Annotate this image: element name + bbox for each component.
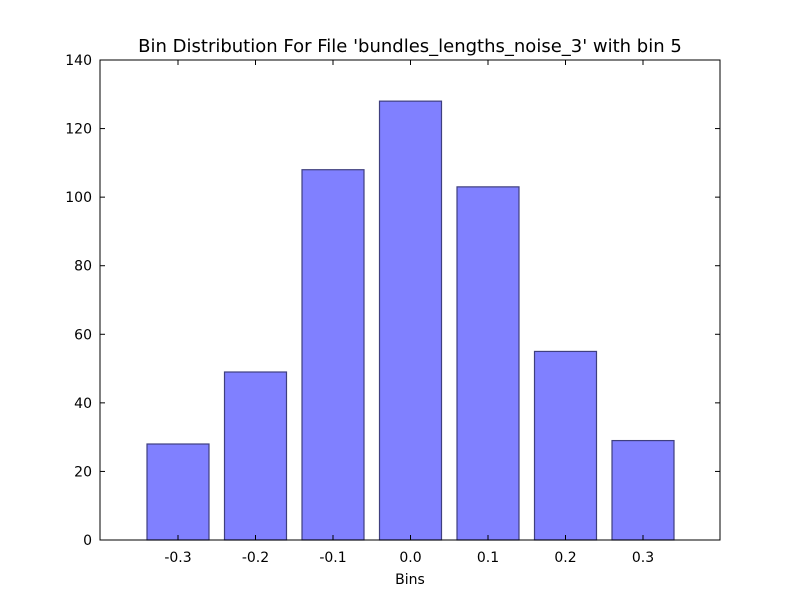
x-tick-label: 0.1 — [477, 550, 499, 566]
chart-title: Bin Distribution For File 'bundles_lengt… — [138, 36, 682, 57]
bar-0.0 — [378, 100, 443, 541]
bar-0.2 — [533, 350, 598, 541]
x-axis-label: Bins — [395, 572, 425, 588]
bar-0.3 — [611, 439, 675, 541]
x-tick-label: -0.2 — [242, 550, 269, 566]
y-tick-label: 20 — [74, 464, 92, 480]
y-tick-label: 60 — [74, 327, 92, 343]
bar--0.1 — [301, 169, 365, 541]
x-axis: -0.3 -0.2 -0.1 0.0 0.1 0.2 0.3 — [164, 60, 654, 566]
y-tick-label: 140 — [65, 53, 92, 69]
y-axis: 0 20 40 60 80 100 120 140 — [65, 53, 720, 549]
y-tick-label: 80 — [74, 259, 92, 275]
x-tick-label: 0.2 — [554, 550, 576, 566]
plot-frame — [99, 59, 721, 541]
y-tick-label: 120 — [65, 122, 92, 138]
x-tick-label: 0.0 — [399, 550, 421, 566]
y-tick-label: 100 — [65, 190, 92, 206]
bar-0.1 — [456, 186, 520, 541]
bars-group — [146, 100, 675, 541]
bar--0.2 — [223, 371, 288, 541]
x-tick-label: -0.1 — [319, 550, 346, 566]
bar--0.3 — [146, 443, 210, 541]
y-tick-label: 0 — [83, 533, 92, 549]
y-tick-label: 40 — [74, 396, 92, 412]
x-tick-label: 0.3 — [632, 550, 654, 566]
x-tick-label: -0.3 — [164, 550, 191, 566]
